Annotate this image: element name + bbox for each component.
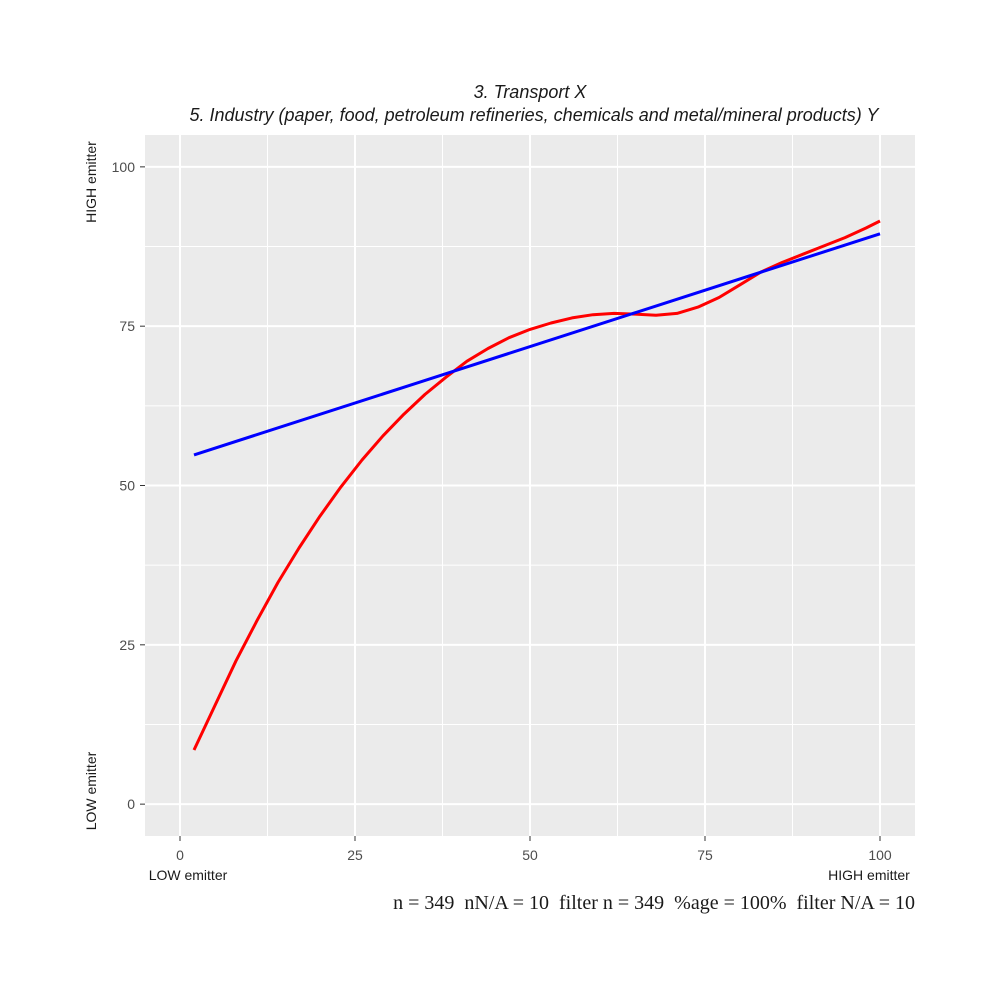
y-tick-label: 75	[119, 318, 135, 334]
ticks-layer: 0 25 50 75 100 0 25 50 75 100	[112, 159, 892, 863]
x-axis-low-label: LOW emitter	[149, 867, 228, 883]
y-axis-high-label: HIGH emitter	[83, 141, 99, 223]
y-tick-label: 25	[119, 637, 135, 653]
x-tick-label: 50	[522, 847, 538, 863]
x-tick-label: 100	[868, 847, 892, 863]
chart-subtitle: 5. Industry (paper, food, petroleum refi…	[189, 105, 880, 125]
series-layer	[192, 219, 881, 751]
grid-major	[145, 135, 915, 836]
y-axis-low-label: LOW emitter	[83, 751, 99, 830]
y-tick-label: 50	[119, 478, 135, 494]
y-tick-label: 100	[112, 159, 136, 175]
x-tick-label: 25	[347, 847, 363, 863]
y-tick-label: 0	[127, 796, 135, 812]
x-tick-label: 0	[176, 847, 184, 863]
summary-caption: n = 349 nN/A = 10 filter n = 349 %age = …	[393, 892, 915, 914]
linear-fit-line-blue	[193, 232, 881, 457]
chart-title: 3. Transport X	[474, 82, 588, 102]
x-tick-label: 75	[697, 847, 713, 863]
x-axis-high-label: HIGH emitter	[828, 867, 910, 883]
